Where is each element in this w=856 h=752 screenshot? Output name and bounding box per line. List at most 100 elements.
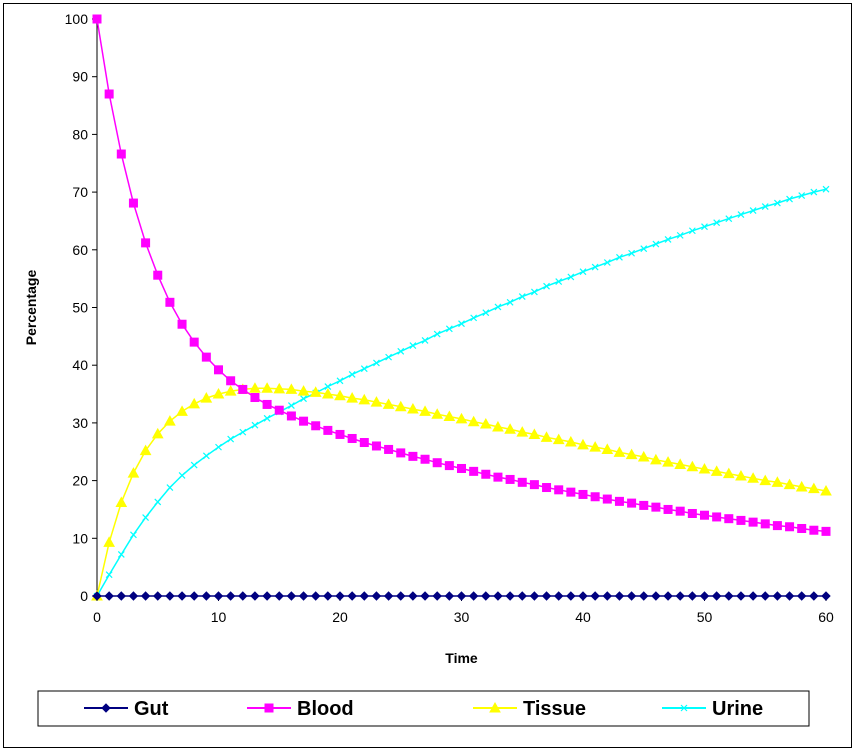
gut-point: [651, 591, 661, 601]
blood-point: [785, 522, 795, 532]
tissue-point: [285, 383, 298, 394]
blood-point: [687, 508, 697, 518]
urine-point: [543, 282, 550, 290]
blood-point: [517, 477, 527, 487]
urine-point: [190, 461, 198, 469]
blood-point: [457, 463, 466, 473]
tissue-point: [516, 426, 529, 437]
urine-point: [324, 383, 332, 390]
gut-point: [468, 591, 479, 601]
x-tick-label: 30: [454, 609, 470, 625]
urine-point: [202, 452, 210, 460]
y-tick-label: 70: [72, 184, 88, 200]
blood-point: [736, 515, 746, 525]
urine-point: [300, 395, 307, 403]
y-tick-label: 60: [72, 242, 88, 258]
gut-point: [784, 591, 795, 601]
urine-point: [458, 320, 465, 328]
blood-point: [627, 498, 637, 508]
blood-point: [651, 502, 661, 512]
gut-point: [456, 591, 467, 601]
blood-point: [141, 238, 151, 248]
gut-point: [250, 591, 260, 601]
blood-point: [92, 14, 102, 24]
blood-point: [675, 506, 685, 516]
blood-point: [274, 405, 284, 415]
gut-point: [566, 591, 576, 601]
gut-point: [432, 591, 442, 601]
urine-point: [786, 195, 793, 203]
y-tick-label: 10: [72, 530, 88, 546]
urine-point: [263, 414, 271, 422]
gut-point: [396, 591, 406, 601]
blood-point: [554, 485, 564, 495]
legend-gut-marker: [101, 703, 111, 713]
gut-point: [201, 591, 212, 601]
tissue-point: [577, 438, 589, 450]
tissue-point: [431, 408, 444, 419]
urine-point: [360, 365, 368, 373]
chart-frame: 0 10 20 30 40 50 60 70 80 90 100 0 10 20 30 40 50 60 Time…: [3, 3, 852, 748]
urine-point: [822, 185, 830, 193]
tissue-point: [273, 382, 286, 394]
tissue-point: [479, 418, 492, 429]
tissue-point: [637, 450, 650, 462]
urine-point: [652, 240, 660, 248]
blood-point: [420, 454, 430, 464]
blood-point: [262, 399, 272, 409]
tissue-point: [358, 393, 371, 405]
gut-point: [614, 591, 625, 601]
blood-point: [189, 337, 199, 347]
gut-point: [177, 591, 187, 601]
gut-point: [675, 591, 685, 601]
gut-point: [772, 591, 783, 601]
urine-point: [749, 207, 757, 214]
gut-point: [420, 591, 430, 601]
tissue-point: [394, 400, 407, 412]
gut-point: [335, 591, 345, 601]
tissue-point: [151, 427, 164, 439]
blood-point: [311, 421, 321, 431]
gut-point: [408, 591, 418, 601]
gut-point: [238, 591, 248, 601]
urine-point: [603, 259, 611, 266]
y-tick-label: 90: [72, 69, 88, 85]
tissue-point: [722, 467, 735, 479]
blood-point: [104, 89, 114, 99]
blood-point: [444, 461, 454, 471]
urine-point: [628, 249, 636, 257]
blood-point: [165, 297, 175, 307]
urine-point: [117, 551, 125, 558]
line-chart: 0 10 20 30 40 50 60 70 80 90 100 0 10 20 30 40 50 60 Time…: [23, 11, 834, 727]
urine-point: [737, 211, 745, 219]
tissue-point: [455, 412, 468, 424]
gut-point: [92, 591, 102, 601]
blood-point: [566, 487, 576, 497]
series-urine: [93, 185, 830, 600]
tissue-point: [492, 420, 504, 432]
urine-point: [688, 227, 696, 235]
gut-point: [724, 591, 734, 601]
blood-point: [299, 416, 309, 426]
blood-point: [396, 448, 406, 458]
x-tick-label: 50: [697, 609, 713, 625]
gut-point: [104, 591, 114, 601]
urine-point: [215, 443, 222, 451]
gut-point: [298, 591, 309, 601]
gut-point: [505, 591, 515, 601]
legend-urine-marker: [680, 704, 688, 712]
tissue-point: [565, 435, 577, 447]
gut-point: [140, 591, 151, 601]
gut-point: [444, 591, 455, 601]
urine-point: [567, 273, 575, 281]
blood-point: [201, 352, 211, 362]
tissue-point: [698, 463, 711, 474]
urine-point: [227, 435, 235, 443]
urine-point: [579, 268, 587, 276]
blood-point: [481, 469, 491, 479]
urine-point: [105, 571, 113, 579]
blood-point: [772, 521, 782, 531]
legend-urine-label: Urine: [712, 698, 763, 720]
gut-point: [274, 591, 284, 601]
blood-point: [663, 504, 673, 514]
